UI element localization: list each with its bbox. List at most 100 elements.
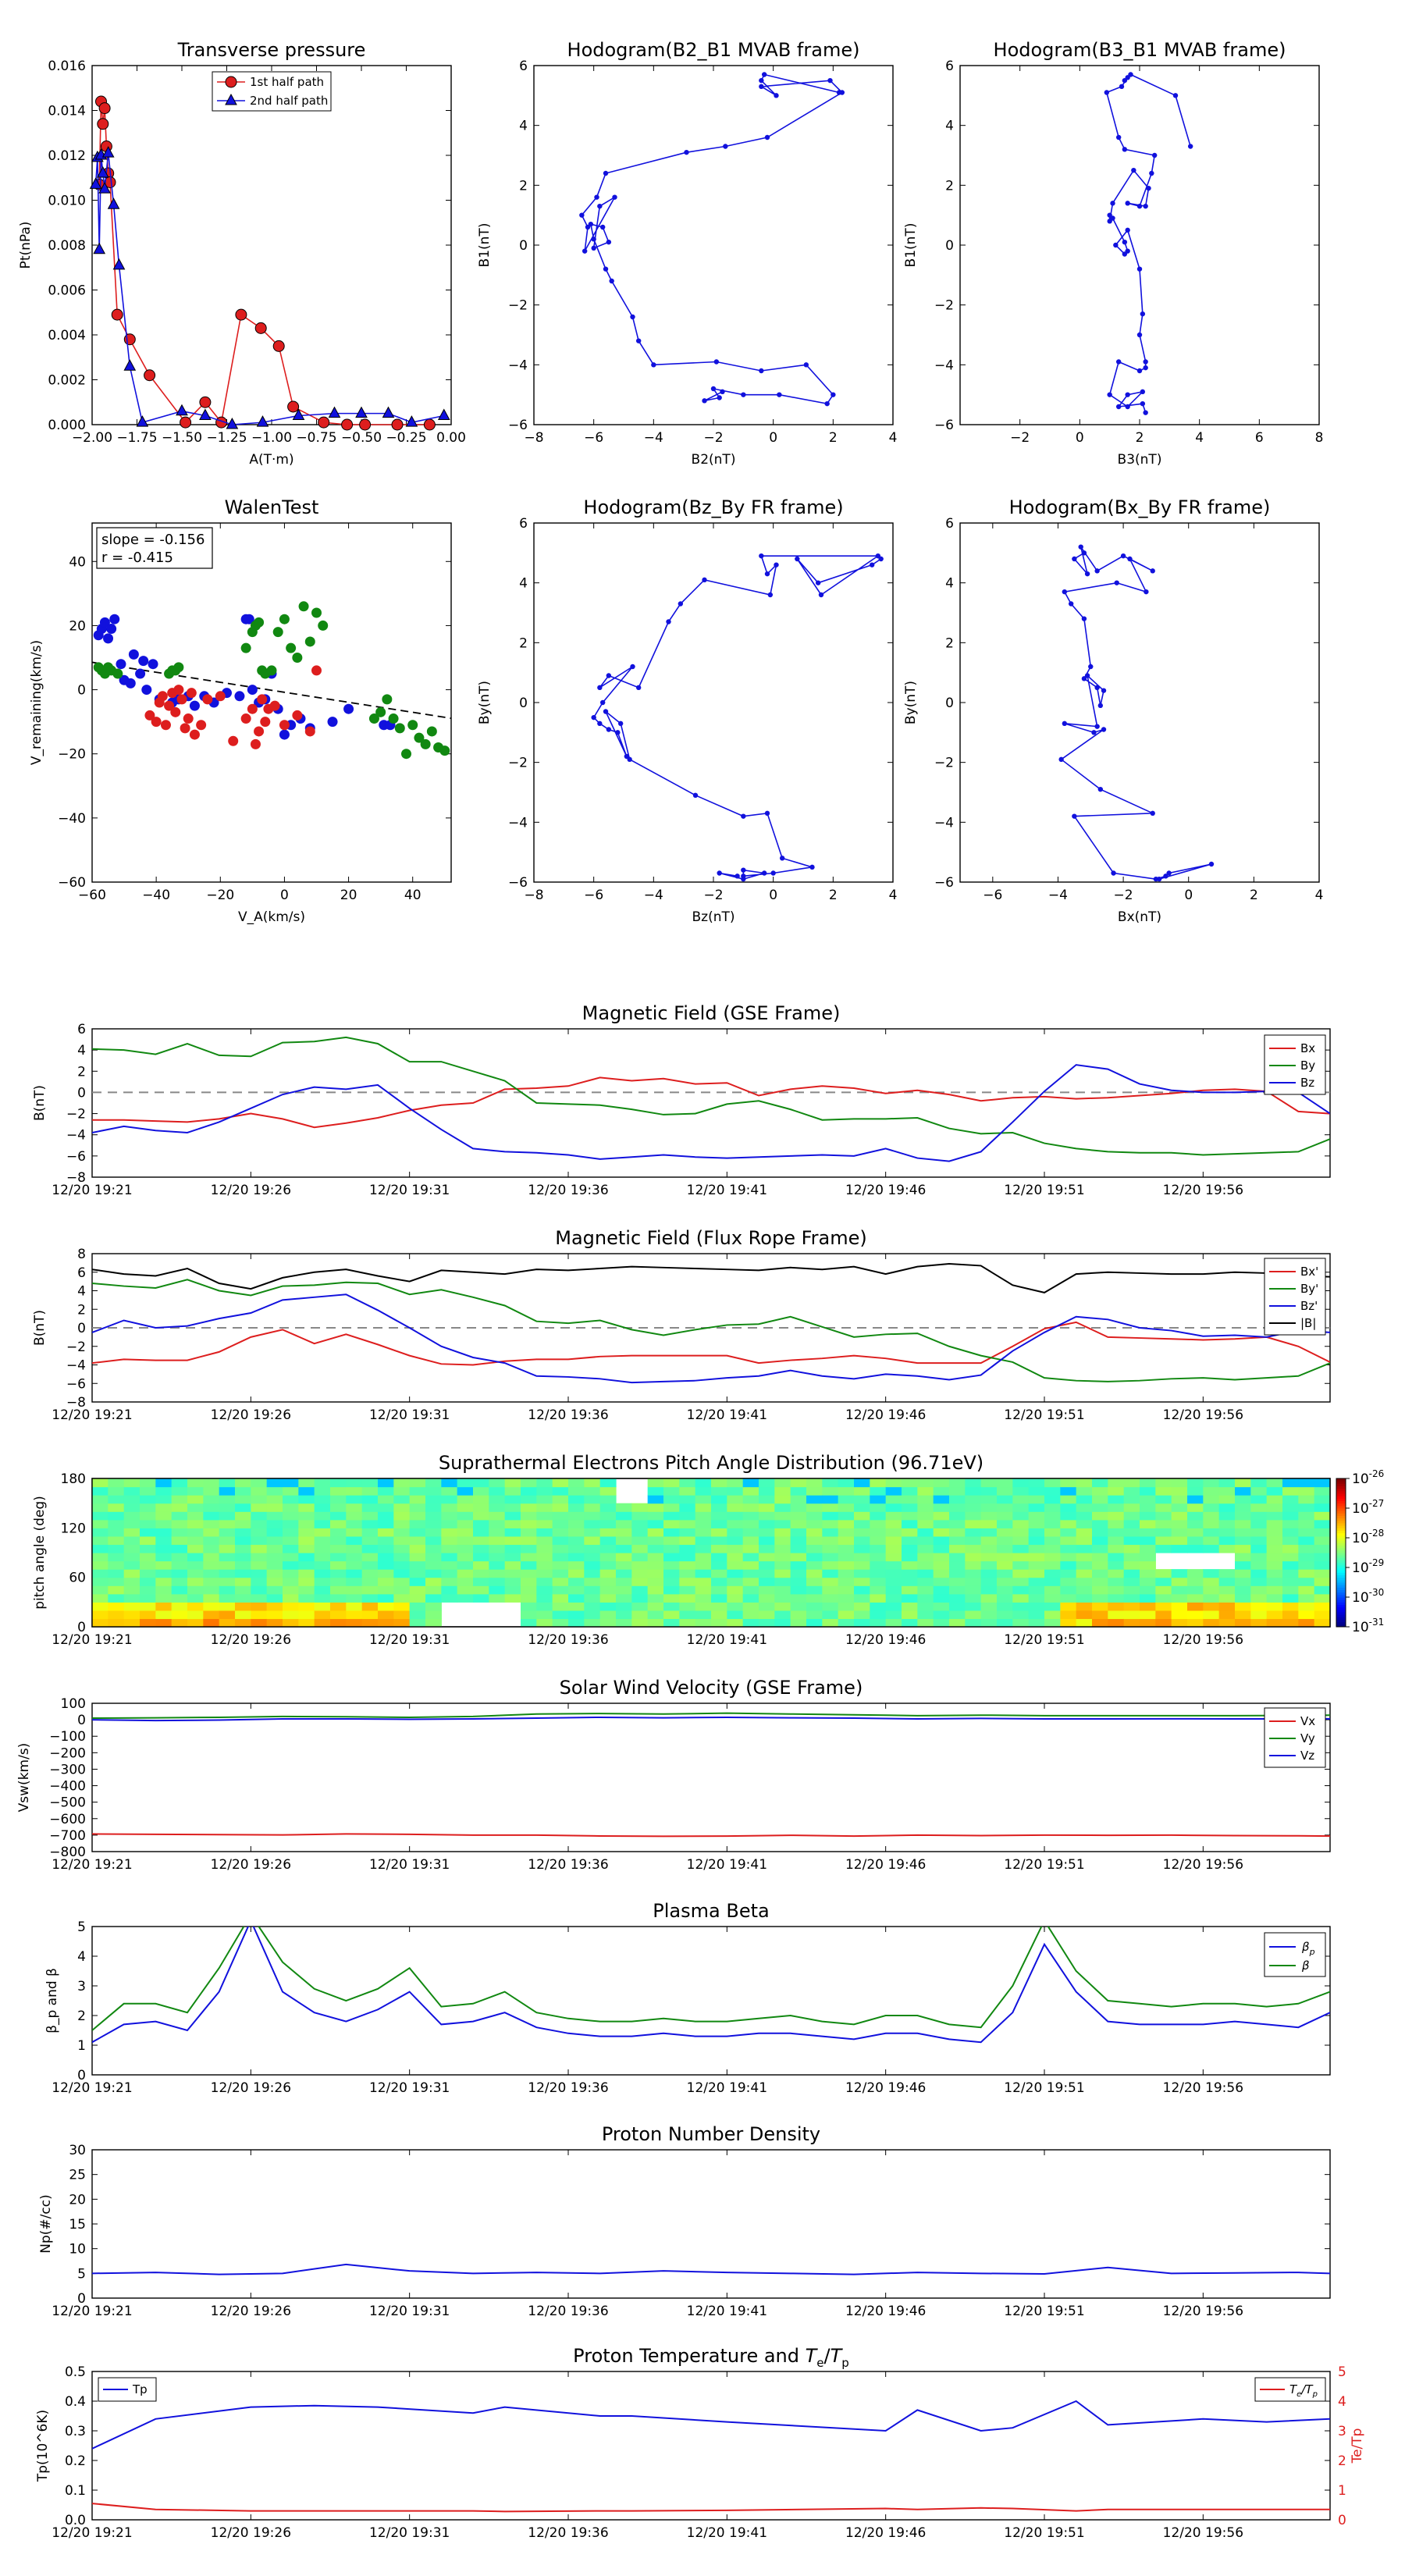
y-tick-label: −400 <box>49 1779 86 1795</box>
heatmap-cell <box>283 1535 299 1546</box>
heatmap-cell <box>806 1618 823 1627</box>
heatmap-cell <box>330 1503 347 1512</box>
heatmap-cell <box>552 1544 569 1553</box>
scatter-point <box>170 706 181 717</box>
title-part: e <box>816 2356 823 2370</box>
heatmap-cell <box>235 1585 251 1595</box>
heatmap-cell <box>1060 1511 1077 1521</box>
hodogram_bz_by-xlabel: Bz(nT) <box>692 909 735 925</box>
heatmap-cell <box>536 1593 553 1603</box>
heatmap-cell <box>346 1585 363 1595</box>
heatmap-cell <box>679 1511 696 1521</box>
hodogram_bz_by-plot-area <box>591 553 884 882</box>
data-point <box>272 340 285 352</box>
colorbar-step <box>1336 1528 1346 1531</box>
heatmap-cell <box>965 1602 982 1611</box>
heatmap-cell <box>822 1602 839 1611</box>
heatmap-cell <box>584 1560 601 1570</box>
heatmap-cell <box>997 1478 1013 1488</box>
heatmap-cell <box>1076 1602 1093 1611</box>
heatmap-cell <box>616 1618 632 1627</box>
colorbar-exp: -28 <box>1369 1528 1385 1539</box>
x-tick-label: 12/20 19:26 <box>211 2080 291 2096</box>
heatmap-cell <box>521 1528 537 1537</box>
heatmap-cell <box>1282 1610 1299 1620</box>
heatmap-cell <box>695 1503 712 1512</box>
scatter-point <box>311 665 322 676</box>
magnetic_field_gse-title: Magnetic Field (GSE Frame) <box>582 1002 841 1024</box>
y-tick-label: 0.4 <box>65 2394 86 2410</box>
y-tick-label: 0 <box>519 696 528 711</box>
heatmap-cell <box>584 1618 601 1627</box>
heatmap-cell <box>441 1528 458 1537</box>
x-tick-label: 12/20 19:56 <box>1163 1857 1243 1873</box>
data-point <box>256 415 269 427</box>
x-tick-label: 4 <box>889 888 898 903</box>
heatmap-cell <box>187 1593 204 1603</box>
heatmap-cell <box>92 1560 108 1570</box>
data-point <box>713 359 720 365</box>
x-tick-label: 20 <box>340 888 357 903</box>
heatmap-cell <box>552 1569 569 1578</box>
heatmap-cell <box>774 1478 791 1488</box>
heatmap-cell <box>727 1495 744 1504</box>
heatmap-cell <box>314 1602 331 1611</box>
heatmap-cell <box>568 1585 585 1595</box>
heatmap-cell <box>266 1553 283 1562</box>
heatmap-cell <box>727 1511 744 1521</box>
heatmap-cell <box>870 1519 887 1528</box>
colorbar-step <box>1336 1602 1346 1605</box>
heatmap-cell <box>536 1544 553 1553</box>
series-line-Vz <box>92 1716 1330 1722</box>
data-point <box>777 392 782 397</box>
heatmap-cell <box>266 1569 283 1578</box>
colorbar-step <box>1336 1520 1346 1524</box>
heatmap-cell <box>1028 1519 1045 1528</box>
data-point <box>761 72 767 77</box>
heatmap-cell <box>1044 1495 1061 1504</box>
heatmap-cell <box>822 1503 839 1512</box>
heatmap-cell <box>489 1593 506 1603</box>
series-line-Vx <box>92 1833 1330 1838</box>
heatmap-cell <box>965 1585 982 1595</box>
heatmap-cell <box>1155 1528 1172 1537</box>
heatmap-cell <box>521 1553 537 1562</box>
data-point <box>1136 368 1143 374</box>
heatmap-cell <box>1298 1602 1315 1611</box>
scatter-point <box>304 726 315 737</box>
data-point <box>741 392 746 397</box>
y-tick-label: 0.016 <box>48 59 86 74</box>
heatmap-cell <box>504 1585 521 1595</box>
heatmap-cell <box>790 1544 807 1553</box>
heatmap-cell <box>584 1553 601 1562</box>
scatter-point <box>286 642 297 653</box>
y-tick-label: −6 <box>66 1376 86 1392</box>
heatmap-cell <box>108 1528 125 1537</box>
heatmap-cell <box>155 1495 173 1504</box>
scatter-point <box>173 685 184 696</box>
legend-right: Te/Tp <box>1254 2377 1326 2402</box>
heatmap-cell <box>1044 1553 1061 1562</box>
data-point <box>355 406 368 418</box>
heatmap-cell <box>1012 1610 1030 1620</box>
heatmap-cell <box>1123 1618 1140 1627</box>
heatmap-cell <box>1266 1593 1283 1603</box>
heatmap-cell <box>647 1553 664 1562</box>
heatmap-cell <box>917 1553 934 1562</box>
legend-marker <box>225 76 237 88</box>
heatmap-cell <box>1155 1486 1172 1496</box>
colorbar-step <box>1336 1503 1346 1507</box>
heatmap-cell <box>283 1544 299 1553</box>
plasma_beta-title: Plasma Beta <box>653 1900 769 1922</box>
heatmap-cell <box>1060 1544 1077 1553</box>
heatmap-cell <box>568 1569 585 1578</box>
heatmap-cell <box>140 1585 156 1595</box>
heatmap-cell <box>1155 1577 1172 1586</box>
heatmap-cell <box>631 1577 649 1586</box>
heatmap-cell <box>663 1511 680 1521</box>
heatmap-cell <box>1155 1503 1172 1512</box>
colorbar-label: 10-29 <box>1352 1557 1384 1576</box>
heatmap-cell <box>1282 1593 1299 1603</box>
y-tick-label: 25 <box>69 2168 86 2183</box>
x-tick-label: 12/20 19:21 <box>52 1632 132 1648</box>
